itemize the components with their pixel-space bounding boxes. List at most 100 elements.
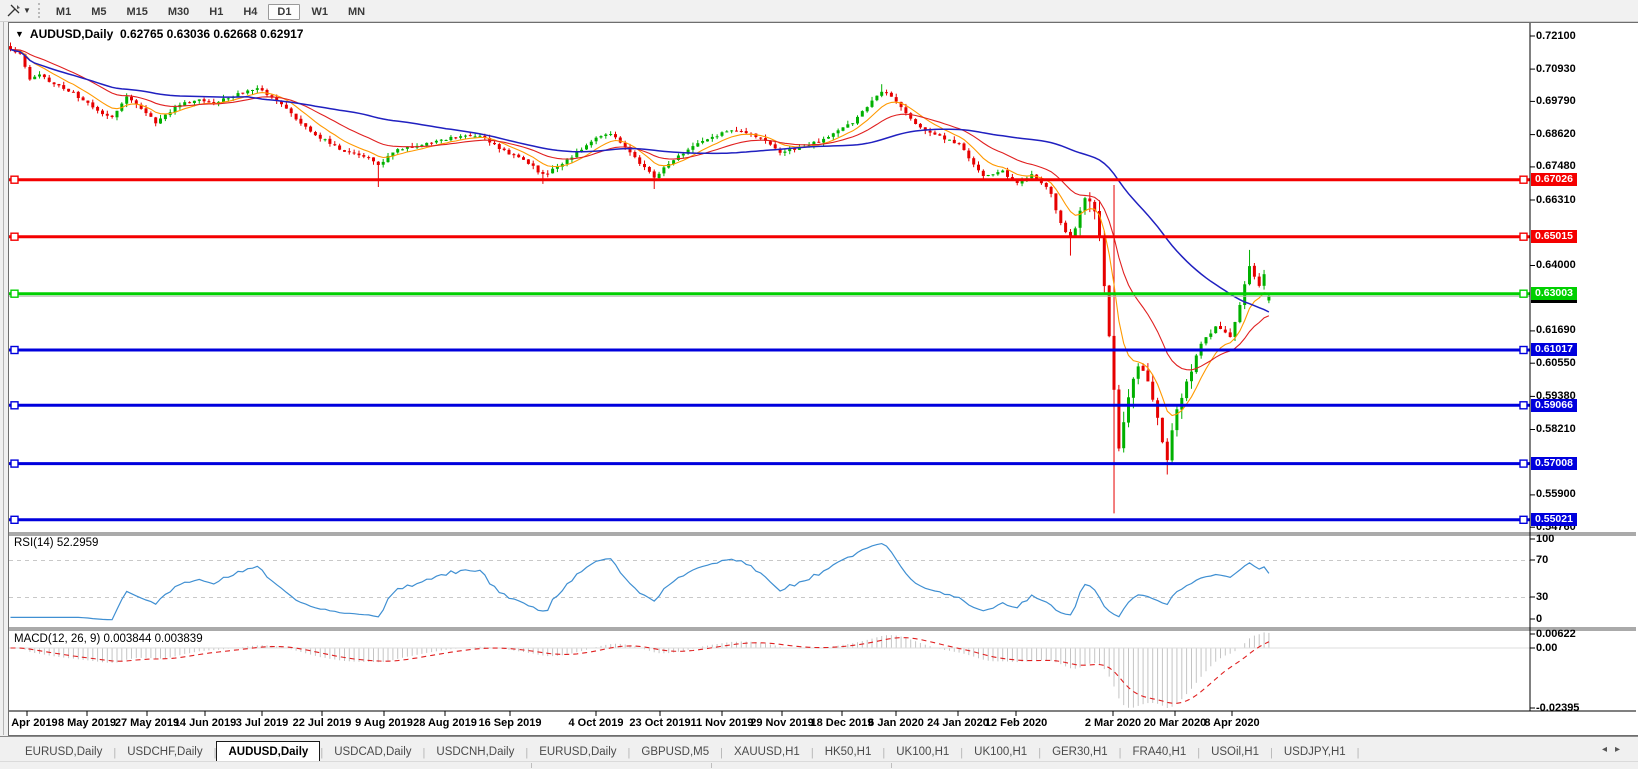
window-edge-line: [3, 22, 4, 735]
bottom-tab-eurusddaily[interactable]: EURUSD,Daily: [539, 746, 617, 758]
price-tick-label: 0.68620: [1536, 128, 1576, 141]
hline-left-handle[interactable]: [10, 459, 19, 468]
bottom-tab-uk100h1[interactable]: UK100,H1: [896, 746, 950, 758]
chart-tab-bar: EURUSD,Daily | USDCHF,Daily | AUDUSD,Daily | U…: [0, 736, 1638, 762]
tab-separator: |: [525, 746, 529, 759]
crosshair-tool-icon[interactable]: [3, 2, 23, 19]
bottom-tab-fra40h1[interactable]: FRA40,H1: [1132, 746, 1187, 758]
timeframe-button-M15[interactable]: M15: [126, 5, 148, 18]
date-label: 27 May 2019: [114, 717, 180, 729]
hline-right-handle[interactable]: [1519, 345, 1528, 355]
tab-separator: |: [1118, 746, 1122, 759]
tab-separator: |: [720, 746, 723, 759]
chart-canvas[interactable]: [9, 23, 1636, 733]
price-tick-label: 0.67480: [1536, 160, 1576, 173]
date-label: 19 Apr 2019: [9, 717, 58, 729]
price-tick-label: 0.72100: [1536, 29, 1576, 42]
hline-price-tag: 0.59066: [1531, 398, 1577, 412]
hline-right-handle[interactable]: [1519, 459, 1528, 468]
bottom-tab-ger30h1[interactable]: GER30,H1: [1052, 746, 1108, 758]
rsi-tick-label: 70: [1536, 553, 1549, 566]
hline-price-tag: 0.65015: [1531, 230, 1577, 244]
hline-price-tag: 0.55021: [1531, 513, 1577, 527]
bottom-tab-hk50h1[interactable]: HK50,H1: [824, 746, 872, 758]
date-label: 16 Sep 2019: [478, 717, 542, 729]
hline-left-handle[interactable]: [10, 515, 19, 524]
chart-dropdown-icon[interactable]: ▼: [15, 29, 24, 39]
macd-tick-label: 0.00622: [1536, 627, 1576, 640]
date-label: 11 Nov 2019: [690, 717, 754, 729]
tabs-scroll-left-icon[interactable]: ◂: [1601, 744, 1615, 755]
bottom-tab-usdchfdaily[interactable]: USDCHF,Daily: [127, 746, 203, 758]
tab-separator: |: [882, 746, 886, 759]
bottom-tab-usdcnhdaily[interactable]: USDCNH,Daily: [436, 746, 515, 758]
date-label: 29 Nov 2019: [750, 717, 814, 729]
macd-tick-label: -0.02395: [1536, 701, 1580, 714]
hline-right-handle[interactable]: [1519, 401, 1528, 410]
status-separator: [531, 763, 532, 768]
hline-left-handle[interactable]: [10, 289, 19, 298]
bottom-tab-usdjpyh1[interactable]: USDJPY,H1: [1283, 746, 1346, 758]
tool-dropdown-icon[interactable]: ▼: [23, 6, 31, 15]
price-tick-label: 0.61690: [1536, 324, 1576, 337]
hline-left-handle[interactable]: [10, 401, 19, 410]
status-separator: [711, 763, 712, 768]
date-label: 14 Jun 2019: [173, 717, 237, 729]
rsi-tick-label: 30: [1536, 590, 1549, 603]
tab-scroll-arrows: ◂▸: [1602, 744, 1628, 755]
hline-right-handle[interactable]: [1519, 289, 1528, 298]
rsi-tick-label: 0: [1536, 612, 1543, 625]
horizontal-lines-layer[interactable]: [9, 175, 1530, 524]
timeframe-button-D1[interactable]: D1: [268, 3, 301, 20]
tab-separator: |: [627, 746, 631, 759]
date-label: 8 May 2019: [57, 717, 117, 729]
tab-separator: |: [1270, 746, 1273, 759]
rsi-indicator-label: RSI(14) 52.2959: [14, 537, 99, 549]
timeframe-button-M30[interactable]: M30: [167, 5, 190, 18]
tab-separator: |: [320, 746, 324, 759]
price-tick-label: 0.69790: [1536, 94, 1576, 107]
hline-right-handle[interactable]: [1519, 515, 1528, 524]
date-label: 4 Oct 2019: [568, 717, 624, 729]
timeframe-button-MN[interactable]: MN: [347, 5, 366, 18]
chart-window[interactable]: ▼ AUDUSD,Daily 0.62765 0.63036 0.62668 0.…: [8, 22, 1638, 736]
timeframe-button-M5[interactable]: M5: [91, 5, 107, 18]
rsi-tick-label: 100: [1536, 532, 1555, 545]
macd-indicator-label: MACD(12, 26, 9) 0.003844 0.003839: [14, 633, 203, 645]
hline-right-handle[interactable]: [1519, 175, 1528, 184]
macd-pane: [9, 632, 1530, 708]
tab-separator: |: [960, 746, 964, 759]
status-bar: [0, 761, 1638, 769]
macd-tick-label: 0.00: [1536, 641, 1558, 654]
candles-layer[interactable]: [9, 42, 1271, 514]
hline-right-handle[interactable]: [1519, 232, 1528, 241]
bottom-tab-xauusdh1[interactable]: XAUUSD,H1: [734, 746, 800, 758]
timeframe-button-H1[interactable]: H1: [209, 5, 224, 18]
date-label: 12 Feb 2020: [984, 717, 1048, 729]
date-label: 2 Mar 2020: [1084, 717, 1142, 729]
bottom-tab-usdcaddaily[interactable]: USDCAD,Daily: [334, 746, 412, 758]
timeframe-button-H4[interactable]: H4: [243, 5, 258, 18]
bottom-tab-usoilh1[interactable]: USOil,H1: [1211, 746, 1260, 758]
timeframe-button-M1[interactable]: M1: [55, 5, 72, 18]
hline-left-handle[interactable]: [10, 175, 19, 184]
top-toolbar: ▼ M1 M5 M15 M30 H1 H4 D1 W1 MN: [0, 0, 1638, 22]
tab-separator: |: [213, 746, 217, 759]
tab-separator: |: [1197, 746, 1201, 759]
bottom-tab-gbpusdm5[interactable]: GBPUSD,M5: [641, 746, 710, 758]
hline-left-handle[interactable]: [10, 232, 19, 241]
timeframe-button-W1[interactable]: W1: [311, 5, 328, 18]
hline-price-tag: 0.67026: [1531, 173, 1577, 187]
price-tick-label: 0.55900: [1536, 488, 1576, 501]
price-tick-label: 0.70930: [1536, 62, 1576, 75]
price-tick-label: 0.66310: [1536, 193, 1576, 206]
hline-price-tag: 0.57008: [1531, 457, 1577, 471]
bottom-tab-audusddaily[interactable]: AUDUSD,Daily: [216, 741, 321, 762]
date-label: 28 Aug 2019: [413, 717, 477, 729]
toolbar-grip: [37, 3, 40, 18]
bottom-tab-eurusddaily[interactable]: EURUSD,Daily: [25, 746, 103, 758]
tabs-scroll-right-icon[interactable]: ▸: [1614, 744, 1628, 755]
hline-left-handle[interactable]: [10, 345, 19, 355]
bottom-tab-uk100h1[interactable]: UK100,H1: [974, 746, 1028, 758]
price-tick-label: 0.60550: [1536, 356, 1576, 369]
